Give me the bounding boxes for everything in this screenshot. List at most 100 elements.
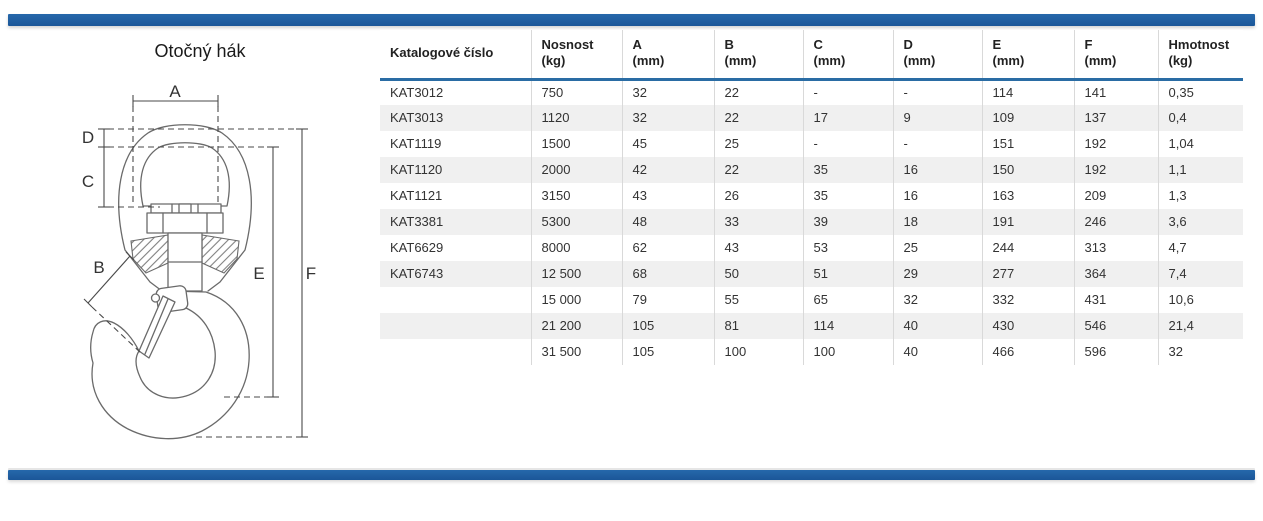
table-cell-e: 114 bbox=[981, 79, 1074, 105]
table-cell-c: - bbox=[802, 131, 893, 157]
table-cell-e: 109 bbox=[981, 105, 1074, 131]
table-cell-hmotnost: 32 bbox=[1157, 339, 1243, 365]
table-cell-b: 100 bbox=[713, 339, 803, 365]
table-header-row: Katalogové číslo Nosnost (kg) A (mm) B (mm) C (m… bbox=[380, 30, 1243, 81]
table-cell-a: 32 bbox=[621, 105, 714, 131]
table-cell-a: 48 bbox=[621, 209, 714, 235]
table-cell-hmotnost: 10,6 bbox=[1157, 287, 1243, 313]
table-cell-f: 313 bbox=[1073, 235, 1158, 261]
column-header-b: B (mm) bbox=[713, 30, 803, 81]
table-cell-e: 466 bbox=[981, 339, 1074, 365]
table-cell-b: 43 bbox=[713, 235, 803, 261]
eye-outline bbox=[118, 124, 252, 292]
table-row: KAT3012 750 32 22- -114 141 0,35 bbox=[380, 79, 1243, 105]
table-cell-c: - bbox=[802, 79, 893, 105]
spec-table-body: KAT3012 750 32 22- -114 141 0,35 KAT3013 1120 32 2… bbox=[380, 79, 1243, 365]
table-cell-a: 105 bbox=[621, 313, 714, 339]
table-cell-katalogove-cislo: KAT1119 bbox=[390, 136, 442, 151]
table-cell-a: 43 bbox=[621, 183, 714, 209]
table-cell-b: 55 bbox=[713, 287, 803, 313]
table-cell-katalogove-cislo: KAT3012 bbox=[390, 84, 444, 100]
table-cell-d: 32 bbox=[892, 287, 982, 313]
table-row: 15 000 79 55 65 32 332 431 10,6 bbox=[380, 287, 1243, 313]
table-row: KAT3381 5300 48 33 39 18 191 246 3,6 bbox=[380, 209, 1243, 235]
table-cell-b: 22 bbox=[713, 79, 803, 105]
table-cell-b: 25 bbox=[713, 131, 803, 157]
table-cell-a: 45 bbox=[621, 131, 714, 157]
table-cell-c: 100 bbox=[802, 339, 893, 365]
dimension-lines bbox=[83, 95, 308, 438]
table-cell-d: 40 bbox=[892, 339, 982, 365]
dimension-label-c: C bbox=[82, 172, 94, 191]
table-cell-hmotnost: 0,4 bbox=[1157, 105, 1243, 131]
table-row: KAT6629 8000 62 43 53 25 244 313 4,7 bbox=[380, 235, 1243, 261]
table-cell-b: 50 bbox=[713, 261, 803, 287]
table-cell-nosnost: 2000 bbox=[530, 157, 622, 183]
table-cell-e: 332 bbox=[981, 287, 1074, 313]
table-cell-d: 25 bbox=[892, 235, 982, 261]
table-cell-a: 32 bbox=[621, 79, 714, 105]
table-cell-b: 22 bbox=[713, 105, 803, 131]
table-cell-a: 42 bbox=[621, 157, 714, 183]
column-header-nosnost: Nosnost (kg) bbox=[530, 30, 622, 81]
table-cell-d: 29 bbox=[892, 261, 982, 287]
table-cell-d: 16 bbox=[892, 183, 982, 209]
table-cell-c: 114 bbox=[802, 313, 893, 339]
table-cell-hmotnost: 21,4 bbox=[1157, 313, 1243, 339]
table-cell-katalogove-cislo: KAT1120 bbox=[390, 162, 443, 177]
table-cell-c: 35 bbox=[802, 183, 893, 209]
hook-technical-drawing: A D C B E F bbox=[82, 82, 316, 440]
spec-table: Katalogové číslo Nosnost (kg) A (mm) B (mm) C (m… bbox=[380, 30, 1243, 365]
table-cell-c: 39 bbox=[802, 209, 893, 235]
table-cell-nosnost: 15 000 bbox=[530, 287, 622, 313]
table-cell-f: 364 bbox=[1073, 261, 1158, 287]
column-header-a: A (mm) bbox=[621, 30, 714, 81]
table-cell-nosnost: 1500 bbox=[530, 131, 622, 157]
table-cell-katalogove-cislo: KAT3013 bbox=[390, 110, 444, 125]
column-header-hmotnost: Hmotnost (kg) bbox=[1157, 30, 1243, 81]
table-cell-e: 244 bbox=[981, 235, 1074, 261]
table-cell-a: 62 bbox=[621, 235, 714, 261]
table-row: KAT6743 12 500 68 50 51 29 277 364 7,4 bbox=[380, 261, 1243, 287]
table-cell-katalogove-cislo bbox=[380, 287, 531, 313]
table-cell-e: 150 bbox=[981, 157, 1074, 183]
table-cell-c: 51 bbox=[802, 261, 893, 287]
table-cell-e: 430 bbox=[981, 313, 1074, 339]
table-cell-a: 79 bbox=[621, 287, 714, 313]
table-row: KAT1119 1500 45 25- -151 192 1,04 bbox=[380, 131, 1243, 157]
table-cell-hmotnost: 7,4 bbox=[1157, 261, 1243, 287]
table-cell-katalogove-cislo: KAT3381 bbox=[390, 214, 444, 229]
table-cell-b: 22 bbox=[713, 157, 803, 183]
column-header-d: D (mm) bbox=[892, 30, 982, 81]
table-row: 21 200 105 81 114 40 430 546 21,4 bbox=[380, 313, 1243, 339]
table-cell-katalogove-cislo: KAT6629 bbox=[390, 240, 444, 255]
table-cell-hmotnost: 3,6 bbox=[1157, 209, 1243, 235]
drawing-title: Otočný hák bbox=[154, 41, 246, 61]
table-cell-f: 431 bbox=[1073, 287, 1158, 313]
table-cell-katalogove-cislo bbox=[380, 313, 531, 339]
table-row: KAT1121 3150 43 26 35 16 163 209 1,3 bbox=[380, 183, 1243, 209]
table-cell-katalogove-cislo bbox=[380, 339, 531, 365]
table-cell-e: 277 bbox=[981, 261, 1074, 287]
table-cell-nosnost: 12 500 bbox=[530, 261, 622, 287]
dimension-label-d: D bbox=[82, 128, 94, 147]
hook-body bbox=[90, 290, 250, 440]
table-cell-hmotnost: 1,1 bbox=[1157, 157, 1243, 183]
column-header-c: C (mm) bbox=[802, 30, 893, 81]
table-cell-d: 18 bbox=[892, 209, 982, 235]
table-cell-nosnost: 5300 bbox=[530, 209, 622, 235]
table-cell-b: 33 bbox=[713, 209, 803, 235]
table-cell-f: 209 bbox=[1073, 183, 1158, 209]
table-cell-nosnost: 31 500 bbox=[530, 339, 622, 365]
table-row: KAT1120 2000 42 22 35 16 150 192 1,1 bbox=[380, 157, 1243, 183]
table-cell-f: 546 bbox=[1073, 313, 1158, 339]
table-cell-b: 81 bbox=[713, 313, 803, 339]
table-cell-a: 105 bbox=[621, 339, 714, 365]
table-cell-c: 65 bbox=[802, 287, 893, 313]
table-cell-e: 163 bbox=[981, 183, 1074, 209]
table-cell-hmotnost: 4,7 bbox=[1157, 235, 1243, 261]
table-cell-nosnost: 1120 bbox=[530, 105, 622, 131]
table-cell-f: 141 bbox=[1073, 79, 1158, 105]
table-cell-d: 9 bbox=[892, 105, 982, 131]
